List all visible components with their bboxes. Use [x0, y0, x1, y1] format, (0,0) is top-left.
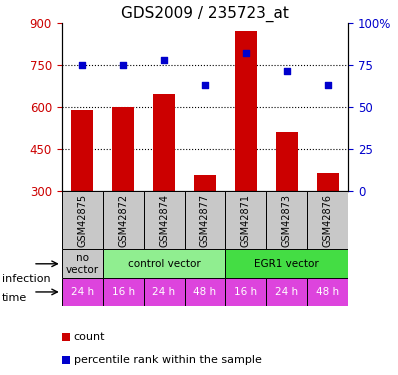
Bar — [185, 278, 225, 306]
Bar — [103, 278, 144, 306]
Text: GSM42873: GSM42873 — [282, 194, 292, 247]
Bar — [62, 191, 103, 249]
Bar — [225, 278, 266, 306]
Point — [79, 62, 85, 68]
Text: 24 h: 24 h — [70, 287, 94, 297]
Bar — [235, 31, 257, 191]
Bar — [266, 191, 307, 249]
Text: 48 h: 48 h — [193, 287, 217, 297]
Bar — [194, 174, 216, 191]
Bar — [71, 110, 94, 191]
Point — [161, 57, 167, 63]
Text: 16 h: 16 h — [111, 287, 135, 297]
Bar — [112, 107, 135, 191]
Text: GSM42877: GSM42877 — [200, 194, 210, 247]
Text: GSM42876: GSM42876 — [323, 194, 333, 247]
Bar — [275, 132, 298, 191]
Text: EGR1 vector: EGR1 vector — [254, 259, 319, 269]
Bar — [62, 249, 103, 278]
Text: control vector: control vector — [128, 259, 201, 269]
Text: 16 h: 16 h — [234, 287, 258, 297]
Point — [120, 62, 126, 68]
Bar — [153, 94, 175, 191]
Title: GDS2009 / 235723_at: GDS2009 / 235723_at — [121, 6, 289, 22]
Bar — [144, 278, 185, 306]
Text: count: count — [74, 333, 105, 342]
Bar — [62, 278, 103, 306]
Point — [325, 82, 331, 88]
Text: time: time — [2, 293, 27, 303]
Text: GSM42872: GSM42872 — [118, 194, 128, 247]
Text: GSM42871: GSM42871 — [241, 194, 251, 247]
Bar — [316, 173, 339, 191]
Bar — [185, 191, 225, 249]
Text: percentile rank within the sample: percentile rank within the sample — [74, 355, 261, 365]
Point — [243, 50, 249, 56]
Text: no
vector: no vector — [66, 253, 99, 274]
Text: 48 h: 48 h — [316, 287, 339, 297]
Bar — [225, 191, 266, 249]
Bar — [103, 191, 144, 249]
Point — [284, 69, 290, 75]
Bar — [144, 191, 185, 249]
Text: GSM42874: GSM42874 — [159, 194, 169, 247]
Text: GSM42875: GSM42875 — [77, 194, 87, 247]
Bar — [266, 278, 307, 306]
Bar — [307, 191, 348, 249]
Bar — [307, 278, 348, 306]
Text: 24 h: 24 h — [152, 287, 176, 297]
Point — [202, 82, 208, 88]
Text: infection: infection — [2, 274, 51, 284]
Bar — [225, 249, 348, 278]
Bar — [103, 249, 225, 278]
Text: 24 h: 24 h — [275, 287, 298, 297]
